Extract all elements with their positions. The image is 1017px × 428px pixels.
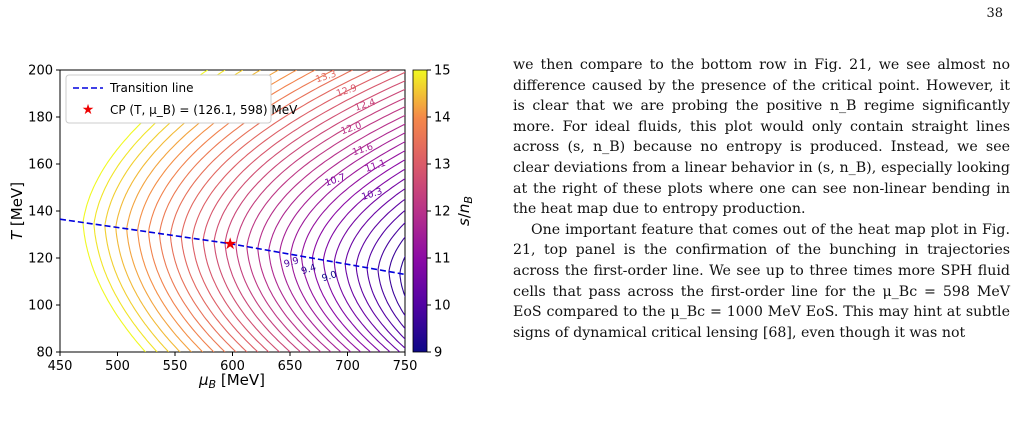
contour-line	[355, 198, 405, 349]
contour-line	[311, 159, 405, 352]
x-tick-label: 700	[335, 359, 360, 374]
x-tick-label: 500	[105, 359, 130, 374]
colorbar-tick-label: 10	[434, 299, 451, 314]
y-tick-label: 100	[28, 299, 53, 314]
x-tick-label: 650	[278, 359, 303, 374]
colorbar-tick-label: 9	[434, 346, 442, 361]
y-tick-label: 180	[28, 111, 53, 126]
y-tick-label: 80	[36, 346, 53, 361]
contour-line	[224, 88, 405, 352]
legend: Transition line ★ CP (T, μ_B) = (126.1, …	[65, 74, 298, 124]
paragraph-2: One important feature that comes out of …	[513, 221, 1010, 341]
contour-line	[213, 80, 405, 352]
colorbar-tick-label: 15	[434, 64, 451, 79]
contour-label: 9.9	[283, 255, 301, 270]
contour-line	[322, 168, 405, 352]
axis-ticks: 450 500 550 600 650 700 750 80 100 120 140 160 180 20…	[28, 64, 417, 375]
x-tick-label: 450	[48, 359, 73, 374]
contour-line	[344, 188, 405, 352]
colorbar-label: s/nB	[455, 196, 475, 226]
contour-line	[268, 123, 405, 352]
colorbar-ticks: 9 10 11 12 13 14 15	[427, 64, 451, 361]
paragraph-1: we then compare to the bottom row in Fig…	[513, 57, 1010, 218]
y-tick-label: 160	[28, 158, 53, 173]
page-number: 38	[986, 6, 1003, 21]
y-tick-label: 120	[28, 252, 53, 267]
contour-label: 9.0	[321, 269, 339, 284]
transition-line	[59, 218, 406, 276]
legend-star-icon: ★	[82, 102, 95, 118]
contour-label: 9.4	[300, 262, 318, 277]
body-text: we then compare to the bottom row in Fig…	[513, 55, 1010, 343]
contour-line	[257, 114, 405, 352]
contour-line	[202, 71, 405, 352]
contour-line	[366, 209, 405, 340]
contour-line	[388, 236, 405, 317]
contour-line	[235, 97, 405, 352]
colorbar-tick-label: 13	[434, 158, 451, 173]
x-tick-label: 600	[220, 359, 245, 374]
contour-line	[279, 132, 405, 352]
legend-entry-transition: Transition line	[109, 81, 194, 95]
colorbar-tick-label: 11	[434, 252, 451, 267]
x-axis-label: μB [MeV]	[198, 371, 265, 391]
y-tick-label: 200	[28, 64, 53, 79]
y-tick-label: 140	[28, 205, 53, 220]
x-tick-label: 550	[163, 359, 188, 374]
contour-figure: 13.312.912.412.011.611.110.710.39.9 9.4 9.…	[8, 64, 475, 392]
x-tick-label: 750	[393, 359, 418, 374]
contour-line	[290, 141, 405, 352]
critical-point-star: ★	[223, 234, 237, 253]
contour-line	[377, 222, 405, 330]
colorbar-tick-label: 12	[434, 205, 451, 220]
colorbar	[412, 69, 428, 353]
contour-line	[301, 150, 405, 352]
contour-line	[191, 70, 392, 352]
contour-line	[246, 106, 405, 352]
contour-line	[180, 70, 372, 352]
contour-line	[333, 178, 405, 352]
y-axis-label: T [MeV]	[8, 182, 26, 240]
legend-entry-cp: CP (T, μ_B) = (126.1, 598) MeV	[110, 103, 298, 117]
colorbar-tick-label: 14	[434, 111, 451, 126]
